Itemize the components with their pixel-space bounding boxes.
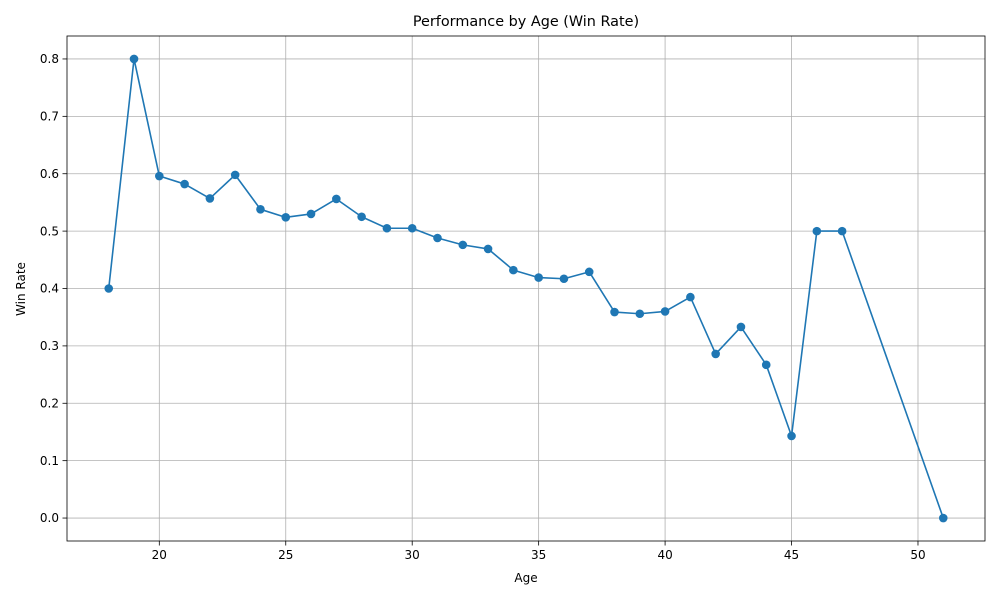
- data-point: [155, 171, 164, 181]
- data-point: [205, 194, 215, 203]
- data-point: [938, 513, 948, 523]
- data-point: [104, 284, 114, 293]
- data-point: [129, 54, 139, 64]
- chart-title: Performance by Age (Win Rate): [413, 14, 639, 30]
- data-point: [281, 213, 291, 222]
- data-point: [534, 273, 543, 282]
- x-axis-title: Age: [514, 571, 537, 585]
- y-tick-label: 0.3: [40, 339, 59, 353]
- data-point: [837, 226, 847, 236]
- data-point: [559, 274, 569, 284]
- data-point: [407, 223, 417, 233]
- data-point: [736, 322, 746, 332]
- ticks: 20 25 30 35 40 45 50 0.0 0.1 0.2 0.3 0.4 0.5 0.6 0.7 0.…: [40, 52, 926, 562]
- y-tick-label: 0.0: [40, 511, 59, 525]
- data-point: [711, 349, 720, 359]
- y-tick-label: 0.5: [40, 224, 59, 238]
- data-point: [686, 292, 695, 302]
- y-tick-label: 0.6: [40, 167, 59, 181]
- y-tick-label: 0.8: [40, 52, 59, 66]
- data-point: [483, 244, 493, 254]
- series-layer: [104, 54, 948, 523]
- x-tick-label: 20: [152, 548, 167, 562]
- data-point: [584, 267, 594, 277]
- x-tick-label: 25: [278, 548, 293, 562]
- x-tick-label: 40: [657, 548, 672, 562]
- data-point: [256, 205, 265, 214]
- data-point: [761, 360, 771, 370]
- data-point: [433, 233, 442, 243]
- y-tick-label: 0.1: [40, 454, 59, 468]
- x-tick-label: 50: [910, 548, 925, 562]
- data-point: [357, 212, 366, 222]
- x-tick-label: 45: [784, 548, 799, 562]
- y-tick-label: 0.7: [40, 110, 59, 124]
- x-tick-label: 30: [405, 548, 420, 562]
- data-point: [509, 265, 518, 275]
- data-point: [458, 240, 468, 250]
- data-point: [660, 307, 670, 316]
- data-point: [382, 223, 392, 233]
- data-point: [180, 179, 189, 189]
- data-point: [230, 170, 240, 180]
- y-tick-label: 0.4: [40, 282, 59, 296]
- y-axis-title: Win Rate: [14, 262, 28, 316]
- data-point: [332, 194, 341, 204]
- x-tick-label: 35: [531, 548, 546, 562]
- y-tick-label: 0.2: [40, 396, 59, 410]
- data-point: [635, 309, 645, 319]
- data-point: [812, 226, 822, 236]
- data-point: [610, 307, 619, 317]
- data-point: [306, 209, 316, 219]
- data-point: [787, 431, 796, 441]
